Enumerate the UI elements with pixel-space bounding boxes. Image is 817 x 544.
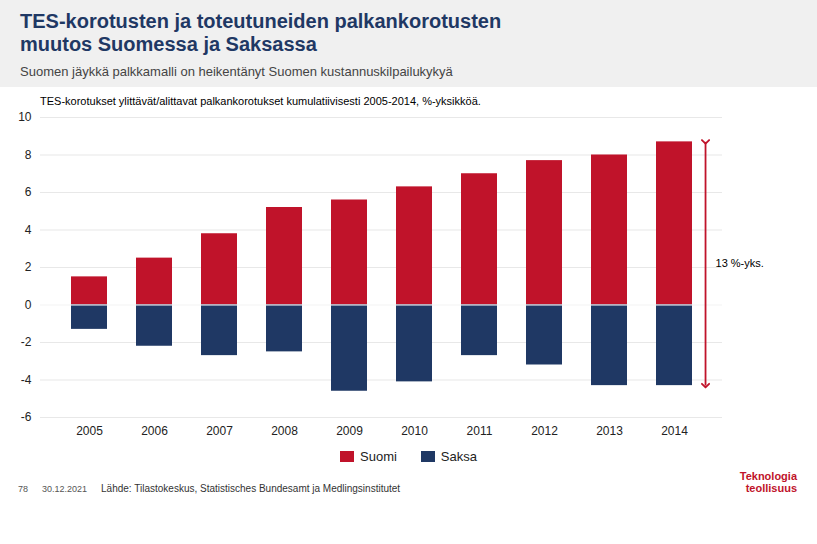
svg-text:13 %-yks.: 13 %-yks. — [716, 257, 764, 269]
svg-text:-6: -6 — [21, 410, 32, 424]
svg-text:2006: 2006 — [141, 424, 168, 438]
svg-text:2014: 2014 — [661, 424, 688, 438]
svg-text:2008: 2008 — [271, 424, 298, 438]
html-text:78: 78 — [18, 484, 28, 495]
svg-text:8: 8 — [25, 148, 32, 162]
svg-text:2: 2 — [25, 260, 32, 274]
html-text:Suomi: Suomi — [360, 449, 397, 464]
html-text:TES-korotusten ja toteutuneide: TES-korotusten ja toteutuneiden palkanko… — [20, 10, 502, 55]
svg-text:2005: 2005 — [76, 424, 103, 438]
svg-text:2013: 2013 — [596, 424, 623, 438]
svg-text:0: 0 — [25, 298, 32, 312]
html-text:Teknologia teollisuus: Teknologia teollisuus — [739, 470, 797, 495]
html-text:Saksa: Saksa — [440, 449, 477, 464]
svg-text:6: 6 — [25, 185, 32, 199]
html-text:TES-korotukset ylittävät/alitt: TES-korotukset ylittävät/alittavat palka… — [40, 95, 481, 107]
html-text:Suomen jäykkä palkkamalli on h: Suomen jäykkä palkkamalli on heikentänyt… — [20, 64, 453, 79]
svg-text:-4: -4 — [21, 373, 32, 387]
svg-text:2007: 2007 — [206, 424, 233, 438]
svg-text:-2: -2 — [21, 335, 32, 349]
svg-text:2011: 2011 — [467, 424, 493, 438]
svg-text:4: 4 — [25, 223, 32, 237]
svg-text:10: 10 — [18, 110, 32, 124]
svg-text:2012: 2012 — [531, 424, 558, 438]
svg-text:2010: 2010 — [401, 424, 428, 438]
html-text:30.12.2021: 30.12.2021 — [42, 484, 88, 495]
svg-text:2009: 2009 — [336, 424, 363, 438]
html-text:Lähde: Tilastokeskus, Statisti: Lähde: Tilastokeskus, Statistisches Bund… — [101, 483, 401, 495]
